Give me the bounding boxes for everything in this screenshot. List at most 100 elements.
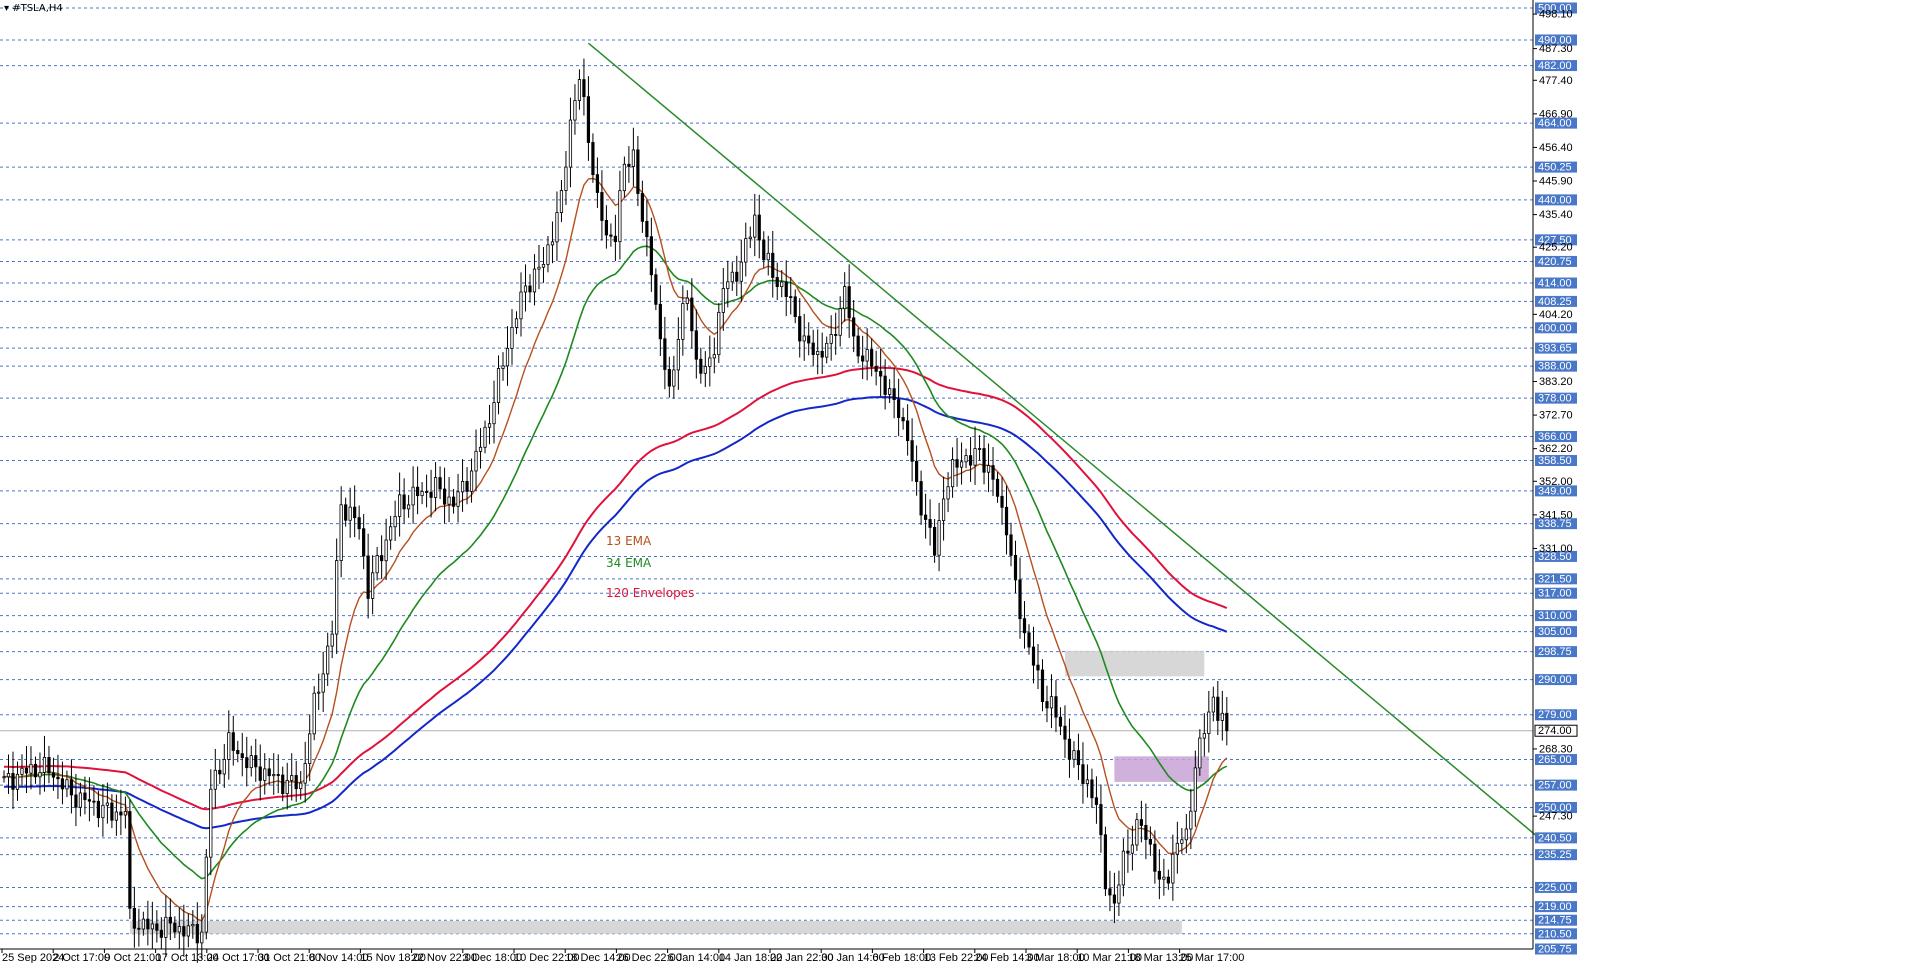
time-tick-label: 6 Feb 18:00 (872, 952, 931, 963)
price-level-label: 328.50 (1538, 551, 1572, 563)
current-price-box (1534, 724, 1578, 737)
candle-body (550, 241, 555, 246)
symbol-title[interactable]: ▾ #TSLA,H4 (4, 3, 63, 14)
candle-body (919, 481, 923, 516)
candle-body (110, 802, 114, 821)
candle-body (622, 163, 626, 192)
time-tick-label: 6 Jan 14:00 (668, 952, 726, 963)
candle-body (420, 491, 424, 497)
candle-body (56, 776, 60, 780)
time-tick-label: 22 Nov 22:00 (412, 952, 477, 963)
price-level-box (1535, 801, 1577, 813)
time-tick-label: 3 Mar 18:00 (1026, 952, 1085, 963)
candle-body (888, 388, 892, 395)
candle-body (281, 774, 285, 795)
trendline[interactable] (587, 42, 1538, 837)
symbol-label: #TSLA,H4 (12, 3, 63, 14)
candle-body (654, 274, 658, 305)
candle-body (442, 488, 447, 505)
candle-body (613, 235, 618, 243)
price-level-label: 250.00 (1538, 802, 1572, 814)
time-tick-label: 9 Oct 21:00 (104, 952, 161, 963)
candle-body (946, 486, 950, 500)
price-tick-label: 331.00 (1539, 543, 1573, 555)
price-tick-label: 487.30 (1539, 43, 1573, 55)
candle-body (51, 772, 56, 778)
price-level-box (1535, 360, 1577, 372)
candle-body (802, 335, 806, 342)
gray-zone (1064, 650, 1205, 677)
candle-body (74, 794, 78, 808)
price-level-label: 240.50 (1538, 832, 1572, 844)
candle-body (501, 365, 505, 369)
candle-body (681, 303, 685, 340)
candle-body (564, 166, 568, 191)
candle-body (42, 756, 47, 773)
candle-body (429, 491, 433, 498)
price-level-box (1535, 322, 1577, 334)
candle-body (1180, 839, 1184, 844)
candle-body (1202, 733, 1206, 739)
envelopes-layer (3, 366, 1228, 830)
candle-body (478, 446, 483, 452)
candle-body (496, 368, 501, 403)
candle-body (182, 926, 186, 937)
triangle-down-icon[interactable]: ▾ (4, 3, 10, 14)
price-level-box (1535, 518, 1577, 530)
candle-body (915, 460, 919, 482)
candle-body (294, 775, 298, 790)
candle-body (600, 192, 604, 221)
time-tick-label: 8 Nov 14:00 (309, 952, 368, 963)
time-tick-label: 18 Mar 13:00 (1128, 952, 1193, 963)
candle-body (1058, 716, 1063, 727)
candle-body (676, 339, 680, 371)
candle-body (721, 288, 725, 313)
price-tick-label: 435.40 (1539, 209, 1573, 221)
candle-body (645, 220, 649, 238)
candle-body (1166, 876, 1170, 884)
candle-body (460, 480, 465, 493)
candle-body (348, 506, 352, 521)
candle-body (591, 142, 595, 176)
price-tick-label: 477.40 (1539, 75, 1573, 87)
price-level-box (1535, 573, 1577, 585)
candle-body (950, 459, 955, 488)
time-tick-label: 30 Jan 14:00 (821, 952, 885, 963)
candle-body (991, 465, 995, 480)
candle-body (1211, 696, 1215, 713)
candle-body (968, 455, 973, 466)
candle-body (303, 763, 307, 784)
trendline-layer[interactable] (587, 42, 1538, 837)
price-level-box (1535, 2, 1577, 14)
candle-body (146, 918, 150, 930)
candles-layer (2, 58, 1229, 963)
candle-body (38, 771, 42, 778)
price-tick-label: 268.30 (1539, 743, 1573, 755)
annotation-label: 34 EMA (606, 556, 652, 570)
price-level-box (1535, 626, 1577, 638)
candle-body (384, 539, 388, 562)
time-tick-label: 10 Dec 22:00 (514, 952, 579, 963)
candle-body (1099, 804, 1103, 836)
time-tick-label: 3 Dec 18:00 (463, 952, 522, 963)
candle-body (137, 927, 141, 930)
candle-body (555, 212, 559, 243)
candle-body (1171, 853, 1175, 884)
price-level-box (1535, 431, 1577, 443)
candle-body (712, 354, 716, 359)
price-tick-label: 247.30 (1539, 811, 1573, 823)
price-level-label: 378.00 (1538, 393, 1572, 405)
price-level-label: 414.00 (1538, 278, 1572, 290)
candle-body (177, 926, 181, 933)
candle-body (357, 517, 361, 530)
time-tick-label: 2 Oct 17:00 (53, 952, 110, 963)
ema-13-line (3, 177, 1228, 922)
price-level-label: 464.00 (1538, 118, 1572, 130)
candle-body (456, 491, 460, 507)
candle-body (209, 788, 213, 858)
candle-body (451, 496, 456, 507)
candle-body (371, 572, 375, 599)
candle-body (977, 448, 982, 450)
price-level-label: 205.75 (1538, 944, 1572, 956)
